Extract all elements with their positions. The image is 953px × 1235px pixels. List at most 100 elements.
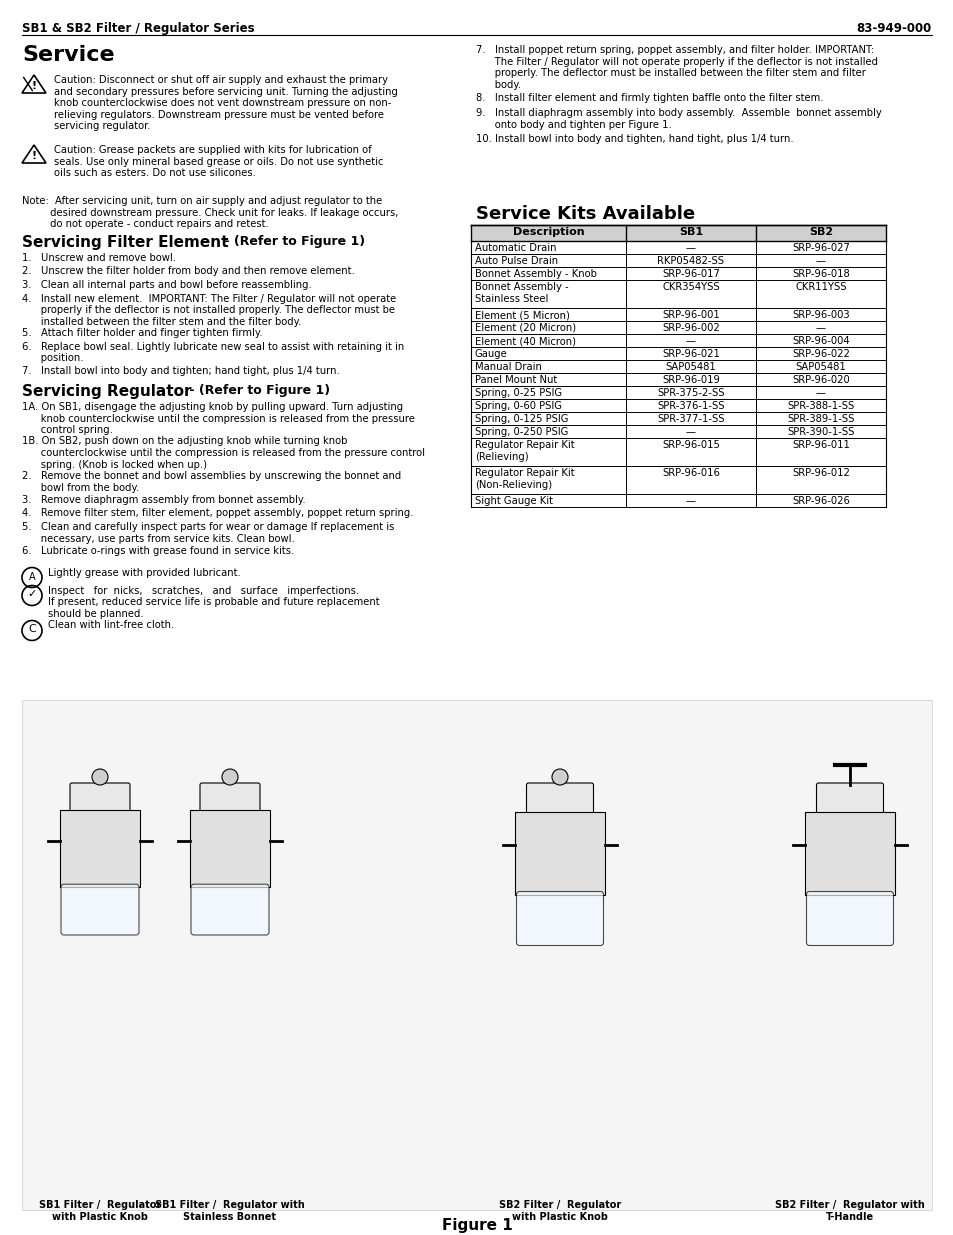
Text: Spring, 0-60 PSIG: Spring, 0-60 PSIG (475, 401, 561, 411)
Text: 2.   Unscrew the filter holder from body and then remove element.: 2. Unscrew the filter holder from body a… (22, 267, 355, 277)
Text: SRP-96-001: SRP-96-001 (661, 310, 720, 320)
Text: !: ! (31, 151, 36, 161)
Text: SRP-96-018: SRP-96-018 (791, 269, 849, 279)
Text: Panel Mount Nut: Panel Mount Nut (475, 375, 557, 385)
Text: SRP-96-021: SRP-96-021 (661, 350, 720, 359)
Text: 6.   Replace bowl seal. Lightly lubricate new seal to assist with retaining it i: 6. Replace bowl seal. Lightly lubricate … (22, 342, 404, 363)
Text: 5.   Clean and carefully inspect parts for wear or damage If replacement is
    : 5. Clean and carefully inspect parts for… (22, 522, 394, 543)
FancyBboxPatch shape (805, 892, 893, 946)
Text: 6.   Lubricate o-rings with grease found in service kits.: 6. Lubricate o-rings with grease found i… (22, 546, 294, 556)
FancyBboxPatch shape (70, 783, 130, 813)
Text: Servicing Regulator: Servicing Regulator (22, 384, 192, 399)
Text: SPR-375-2-SS: SPR-375-2-SS (657, 388, 724, 398)
Text: Inspect   for  nicks,   scratches,   and   surface   imperfections.
If present, : Inspect for nicks, scratches, and surfac… (48, 585, 379, 619)
Text: 1.   Unscrew and remove bowl.: 1. Unscrew and remove bowl. (22, 253, 175, 263)
Text: C: C (28, 625, 36, 635)
Text: 2.   Remove the bonnet and bowl assemblies by unscrewing the bonnet and
      bo: 2. Remove the bonnet and bowl assemblies… (22, 471, 401, 493)
Text: Lightly grease with provided lubricant.: Lightly grease with provided lubricant. (48, 568, 240, 578)
Text: SRP-96-020: SRP-96-020 (791, 375, 849, 385)
Text: Bonnet Assembly - Knob: Bonnet Assembly - Knob (475, 269, 597, 279)
Text: ✓: ✓ (28, 589, 36, 599)
FancyBboxPatch shape (22, 700, 931, 1210)
Text: SRP-96-012: SRP-96-012 (791, 468, 849, 478)
FancyBboxPatch shape (515, 811, 604, 894)
Text: —: — (815, 256, 825, 266)
Text: Regulator Repair Kit
(Non-Relieving): Regulator Repair Kit (Non-Relieving) (475, 468, 574, 489)
Circle shape (91, 769, 108, 785)
Text: SAP05481: SAP05481 (795, 362, 845, 372)
Text: SB1 Filter /  Regulator
with Plastic Knob: SB1 Filter / Regulator with Plastic Knob (39, 1200, 161, 1221)
Text: - (Refer to Figure 1): - (Refer to Figure 1) (220, 235, 365, 248)
Text: Caution: Grease packets are supplied with kits for lubrication of
seals. Use onl: Caution: Grease packets are supplied wit… (54, 144, 383, 178)
Text: Spring, 0-125 PSIG: Spring, 0-125 PSIG (475, 414, 568, 424)
Text: Element (5 Micron): Element (5 Micron) (475, 310, 569, 320)
Text: Spring, 0-250 PSIG: Spring, 0-250 PSIG (475, 427, 568, 437)
Text: Element (40 Micron): Element (40 Micron) (475, 336, 576, 346)
Text: —: — (685, 243, 696, 253)
Text: Service: Service (22, 44, 114, 65)
FancyBboxPatch shape (471, 225, 885, 241)
Text: Manual Drain: Manual Drain (475, 362, 541, 372)
Circle shape (222, 769, 237, 785)
Text: SRP-96-019: SRP-96-019 (661, 375, 720, 385)
Text: RKP05482-SS: RKP05482-SS (657, 256, 723, 266)
FancyBboxPatch shape (804, 811, 894, 894)
Text: 3.   Clean all internal parts and bowl before reassembling.: 3. Clean all internal parts and bowl bef… (22, 280, 312, 290)
Text: Bonnet Assembly -
Stainless Steel: Bonnet Assembly - Stainless Steel (475, 282, 568, 304)
Text: SPR-377-1-SS: SPR-377-1-SS (657, 414, 724, 424)
FancyBboxPatch shape (200, 783, 260, 813)
Text: SPR-390-1-SS: SPR-390-1-SS (786, 427, 854, 437)
Text: SPR-389-1-SS: SPR-389-1-SS (786, 414, 854, 424)
Text: —: — (815, 388, 825, 398)
Text: SRP-96-003: SRP-96-003 (791, 310, 849, 320)
Text: Gauge: Gauge (475, 350, 507, 359)
Text: SPR-376-1-SS: SPR-376-1-SS (657, 401, 724, 411)
Text: SRP-96-004: SRP-96-004 (791, 336, 849, 346)
Text: 4.   Remove filter stem, filter element, poppet assembly, poppet return spring.: 4. Remove filter stem, filter element, p… (22, 509, 413, 519)
Text: SRP-96-002: SRP-96-002 (661, 324, 720, 333)
Text: Servicing Filter Element: Servicing Filter Element (22, 235, 229, 249)
Text: CKR11YSS: CKR11YSS (795, 282, 846, 291)
Text: 1B. On SB2, push down on the adjusting knob while turning knob
      countercloc: 1B. On SB2, push down on the adjusting k… (22, 436, 424, 469)
Text: —: — (815, 324, 825, 333)
Text: Figure 1: Figure 1 (441, 1218, 512, 1233)
Text: SB2: SB2 (808, 227, 832, 237)
Text: 10. Install bowl into body and tighten, hand tight, plus 1/4 turn.: 10. Install bowl into body and tighten, … (476, 135, 793, 144)
Text: Spring, 0-25 PSIG: Spring, 0-25 PSIG (475, 388, 561, 398)
Text: SRP-96-011: SRP-96-011 (791, 440, 849, 450)
Text: Caution: Disconnect or shut off air supply and exhaust the primary
and secondary: Caution: Disconnect or shut off air supp… (54, 75, 397, 131)
Text: SRP-96-027: SRP-96-027 (791, 243, 849, 253)
Text: 3.   Remove diaphragm assembly from bonnet assembly.: 3. Remove diaphragm assembly from bonnet… (22, 495, 305, 505)
Text: Service Kits Available: Service Kits Available (476, 205, 695, 224)
FancyBboxPatch shape (61, 884, 139, 935)
Text: Sight Gauge Kit: Sight Gauge Kit (475, 496, 553, 506)
Circle shape (552, 769, 567, 785)
FancyBboxPatch shape (526, 783, 593, 814)
Text: Automatic Drain: Automatic Drain (475, 243, 556, 253)
Text: Auto Pulse Drain: Auto Pulse Drain (475, 256, 558, 266)
Text: 8.   Install filter element and firmly tighten baffle onto the filter stem.: 8. Install filter element and firmly tig… (476, 93, 822, 103)
Text: SB1 & SB2 Filter / Regulator Series: SB1 & SB2 Filter / Regulator Series (22, 22, 254, 35)
Text: Regulator Repair Kit
(Relieving): Regulator Repair Kit (Relieving) (475, 440, 574, 462)
Text: 1A. On SB1, disengage the adjusting knob by pulling upward. Turn adjusting
     : 1A. On SB1, disengage the adjusting knob… (22, 403, 415, 435)
Text: Clean with lint-free cloth.: Clean with lint-free cloth. (48, 620, 174, 631)
Text: SB2 Filter /  Regulator
with Plastic Knob: SB2 Filter / Regulator with Plastic Knob (498, 1200, 620, 1221)
Text: SPR-388-1-SS: SPR-388-1-SS (786, 401, 854, 411)
Text: CKR354YSS: CKR354YSS (661, 282, 720, 291)
Text: 9.   Install diaphragm assembly into body assembly.  Assemble  bonnet assembly
 : 9. Install diaphragm assembly into body … (476, 107, 881, 130)
Text: SB1: SB1 (679, 227, 702, 237)
Text: 83-949-000: 83-949-000 (856, 22, 931, 35)
FancyBboxPatch shape (816, 783, 882, 814)
Text: SRP-96-026: SRP-96-026 (791, 496, 849, 506)
Text: - (Refer to Figure 1): - (Refer to Figure 1) (185, 384, 330, 396)
Text: —: — (685, 336, 696, 346)
Text: —: — (685, 496, 696, 506)
Text: Note:  After servicing unit, turn on air supply and adjust regulator to the
    : Note: After servicing unit, turn on air … (22, 196, 398, 230)
Text: 5.   Attach filter holder and finger tighten firmly.: 5. Attach filter holder and finger tight… (22, 329, 262, 338)
Text: !: ! (31, 82, 36, 91)
Text: A: A (29, 572, 35, 582)
Text: SRP-96-015: SRP-96-015 (661, 440, 720, 450)
Text: 7.   Install poppet return spring, poppet assembly, and filter holder. IMPORTANT: 7. Install poppet return spring, poppet … (476, 44, 877, 90)
Text: SAP05481: SAP05481 (665, 362, 716, 372)
Text: 4.   Install new element.  IMPORTANT: The Filter / Regulator will not operate
  : 4. Install new element. IMPORTANT: The F… (22, 294, 395, 327)
